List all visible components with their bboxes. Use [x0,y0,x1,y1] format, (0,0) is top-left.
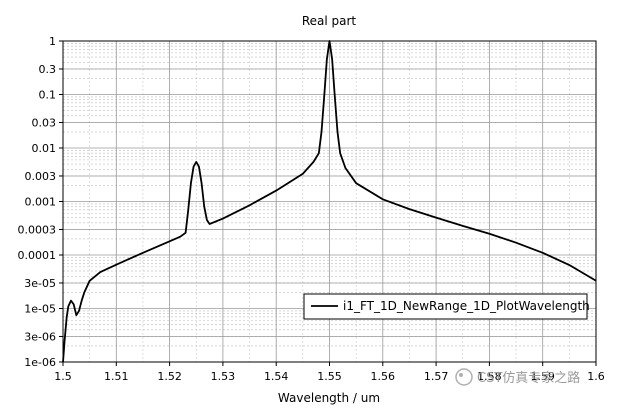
y-tick-label: 0.03 [32,116,57,129]
x-tick-label: 1.54 [264,370,289,383]
y-tick-label: 1e-06 [24,356,56,369]
watermark-logo-icon-inner [459,373,463,377]
y-tick-label: 1 [49,35,56,48]
y-tick-label: 3e-05 [24,277,56,290]
y-tick-label: 1e-05 [24,303,56,316]
x-tick-label: 1.51 [104,370,129,383]
y-tick-label: 0.01 [32,142,57,155]
x-tick-label: 1.52 [157,370,182,383]
x-tick-label: 1.53 [211,370,236,383]
x-tick-labels: 1.5 1.51 1.52 1.53 1.54 1.55 1.56 1.57 1.58 1.59 1… [54,370,605,383]
legend: i1_FT_1D_NewRange_1D_PlotWavelength [303,293,590,320]
x-tick-label: 1.6 [587,370,605,383]
x-tick-label: 1.59 [530,370,555,383]
x-tick-label: 1.58 [477,370,502,383]
chart-title: Real part [302,14,357,28]
legend-box [303,293,588,320]
y-tick-label: 0.1 [39,89,57,102]
watermark: CST仿真专家之路 [455,368,580,386]
x-tick-label: 1.55 [317,370,342,383]
watermark-logo-icon [455,368,473,386]
x-tick-label: 1.5 [54,370,72,383]
y-tick-label: 0.001 [25,196,57,209]
y-tick-labels: 1 0.3 0.1 0.03 0.01 0.003 0.001 0.0003 0.0001 3e-… [18,35,57,369]
legend-entry: i1_FT_1D_NewRange_1D_PlotWavelength [343,299,590,313]
x-tick-label: 1.57 [424,370,449,383]
y-tick-label: 0.0003 [18,223,57,236]
y-tick-label: 0.3 [39,63,57,76]
y-tick-label: 0.0001 [18,249,57,262]
y-tick-label: 0.003 [25,170,57,183]
series-line [62,40,597,363]
watermark-text: CST仿真专家之路 [477,370,580,386]
y-tick-label: 3e-06 [24,330,56,343]
x-tick-label: 1.56 [371,370,396,383]
x-axis-label: Wavelength / um [278,391,380,405]
